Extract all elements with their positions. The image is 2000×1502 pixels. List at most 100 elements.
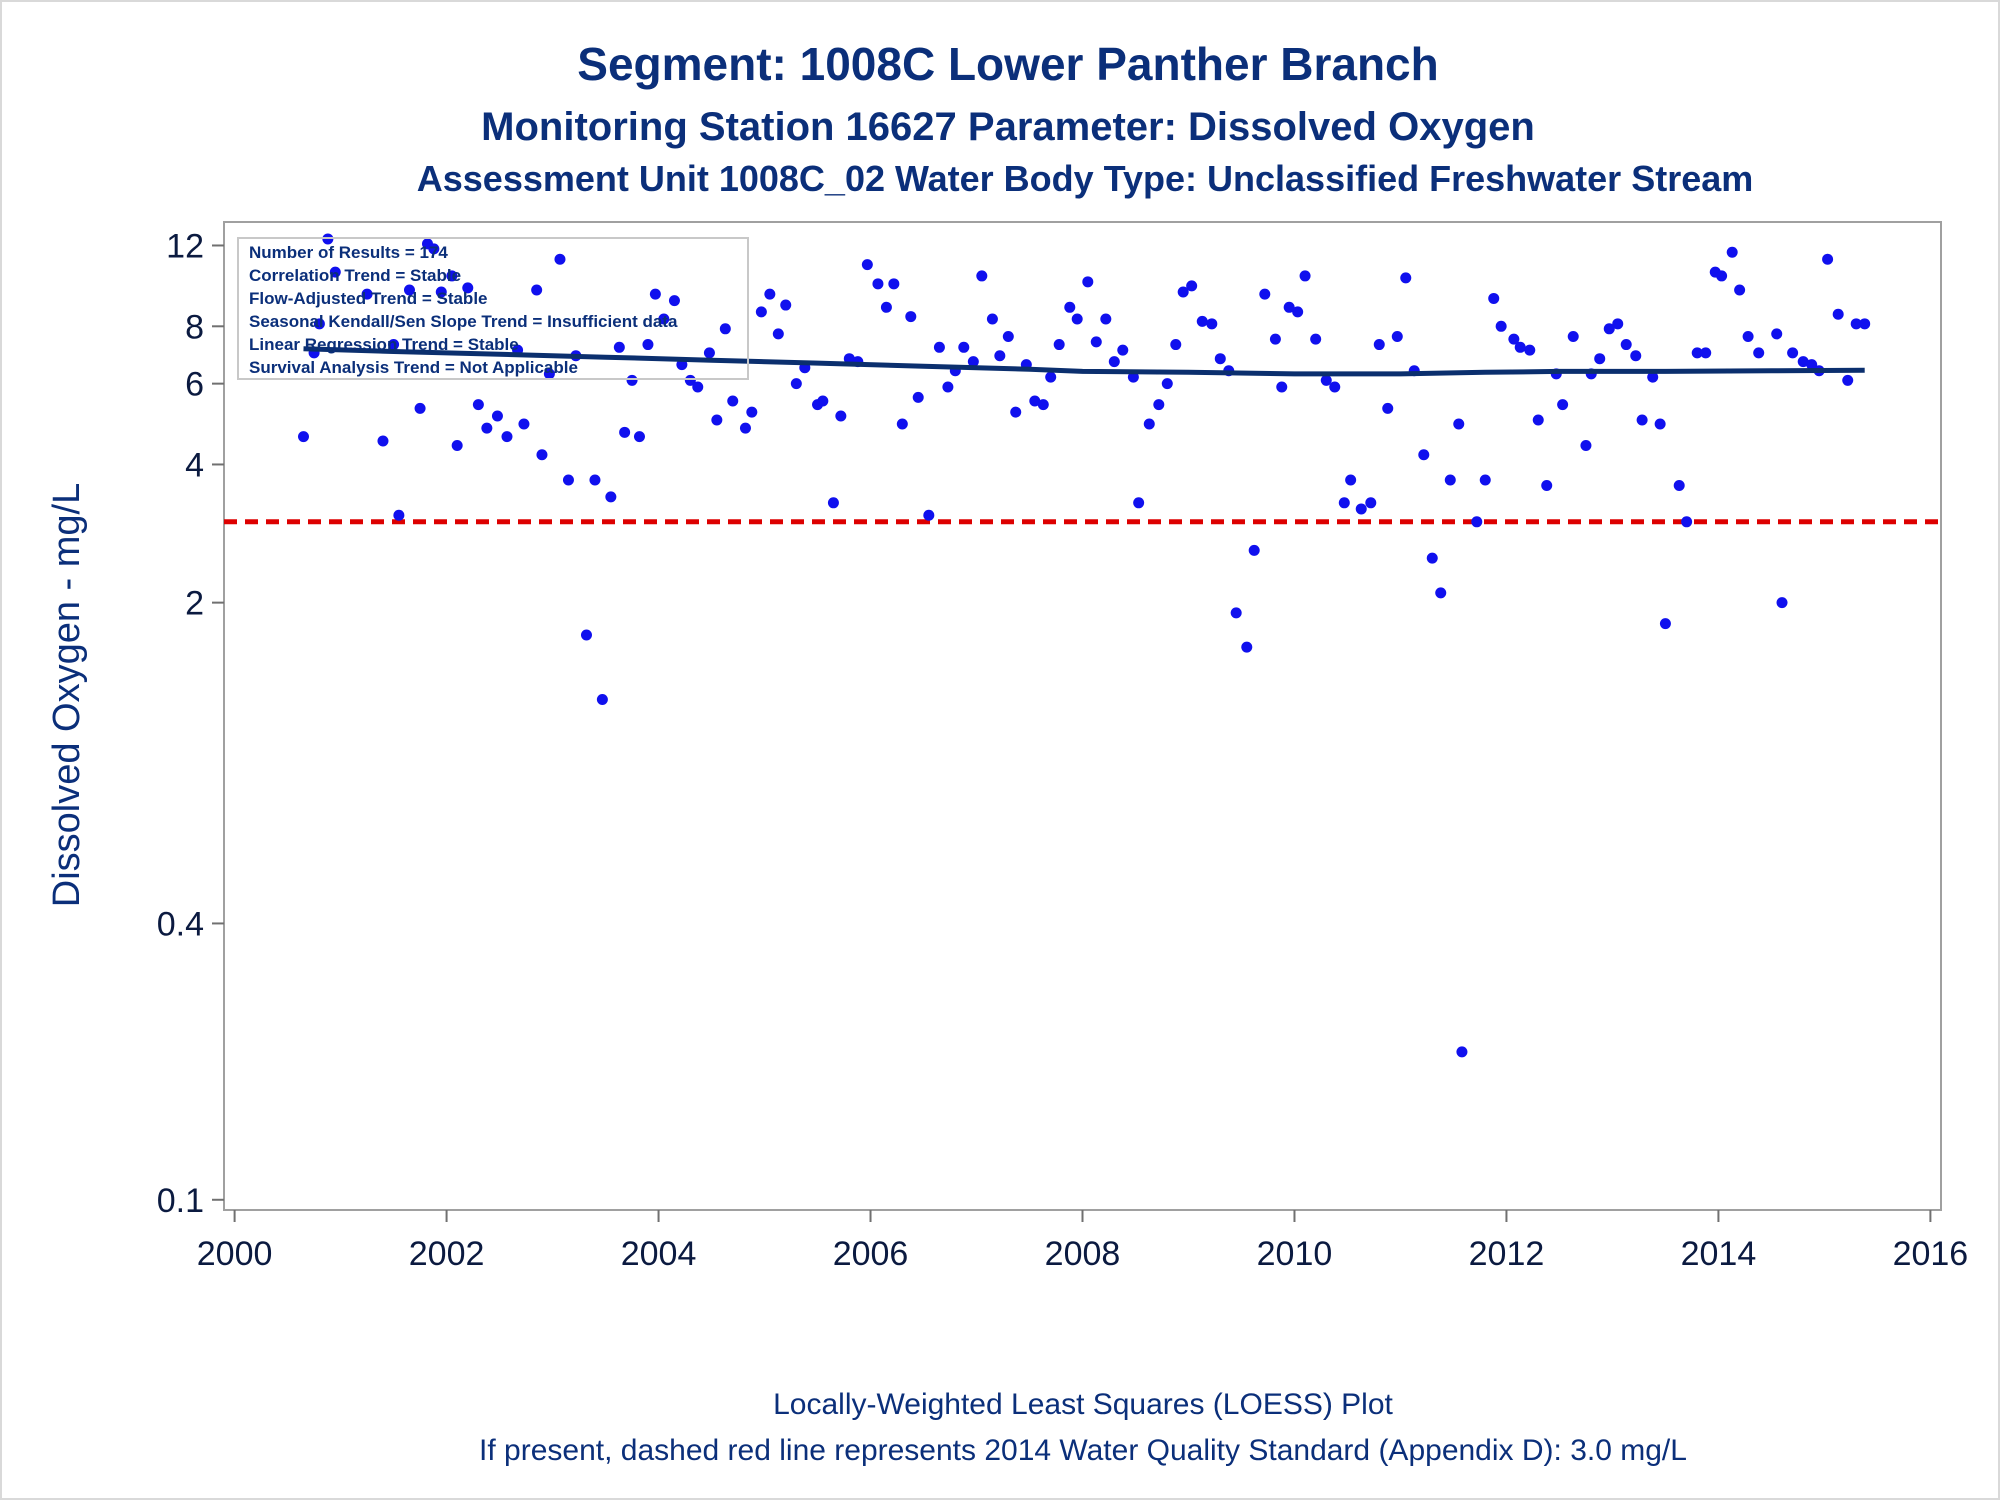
data-point [1612, 318, 1624, 330]
data-point [361, 288, 373, 300]
data-point [719, 323, 731, 335]
y-tick-label: 6 [185, 366, 204, 404]
data-point [994, 350, 1006, 362]
data-point [780, 299, 792, 311]
y-tick-label: 4 [185, 446, 204, 484]
footnote-2: If present, dashed red line represents 2… [479, 1434, 1687, 1467]
data-point [703, 347, 715, 359]
data-point [1355, 503, 1367, 515]
data-point [1488, 292, 1500, 304]
data-point [1859, 318, 1871, 330]
data-point [1259, 288, 1271, 300]
data-point [1620, 339, 1632, 351]
data-point [1524, 344, 1536, 356]
x-tick-label: 2006 [833, 1235, 909, 1273]
chart-subtitle: Monitoring Station 16627 Parameter: Diss… [481, 105, 1535, 149]
stats-line: Linear Regression Trend = Stable [249, 335, 519, 354]
x-tick-label: 2010 [1257, 1235, 1333, 1273]
x-tick-label: 2014 [1681, 1235, 1757, 1273]
data-point [1806, 359, 1818, 371]
data-point [827, 497, 839, 509]
data-point [554, 253, 566, 265]
data-point [1010, 406, 1022, 418]
data-point [1514, 341, 1526, 353]
data-point [1771, 328, 1783, 340]
data-point [649, 288, 661, 300]
data-point [1426, 552, 1438, 564]
data-point [1108, 356, 1120, 368]
data-point [1320, 374, 1332, 386]
stats-box-border [237, 237, 749, 380]
y-tick-label: 8 [185, 308, 204, 346]
y-tick-label: 0.4 [157, 905, 204, 943]
data-point [976, 270, 988, 282]
chart-subtitle-2: Assessment Unit 1008C_02 Water Body Type… [417, 158, 1754, 199]
data-point [518, 418, 530, 430]
x-tick-label: 2002 [409, 1235, 485, 1273]
data-point [1532, 414, 1544, 426]
data-point [967, 356, 979, 368]
data-point [888, 278, 900, 290]
data-point [1471, 516, 1483, 528]
stats-line: Correlation Trend = Stable [249, 266, 461, 285]
data-point [1822, 253, 1834, 265]
data-point [491, 410, 503, 422]
data-point [580, 629, 592, 641]
data-point [739, 422, 751, 434]
y-tick-label: 12 [166, 227, 204, 265]
data-point [388, 339, 400, 351]
data-point [613, 341, 625, 353]
data-point [746, 406, 758, 418]
data-point [1636, 414, 1648, 426]
x-tick-label: 2000 [197, 1235, 273, 1273]
data-point [1161, 378, 1173, 390]
stats-line: Survival Analysis Trend = Not Applicable [249, 358, 578, 377]
data-point [1045, 371, 1057, 383]
data-point [912, 391, 924, 403]
data-point [633, 431, 645, 443]
data-point [684, 374, 696, 386]
data-point [1673, 479, 1685, 491]
data-point [1400, 272, 1412, 284]
data-point [1214, 353, 1226, 365]
data-point [414, 402, 426, 414]
data-point [1329, 381, 1341, 393]
data-point [446, 270, 458, 282]
data-point [1206, 318, 1218, 330]
data-point [1603, 323, 1615, 335]
data-point [692, 381, 704, 393]
stats-line: Flow-Adjusted Trend = Stable [249, 289, 488, 308]
data-point [313, 318, 325, 330]
data-point [1734, 284, 1746, 296]
data-point [1681, 516, 1693, 528]
data-point [1787, 347, 1799, 359]
data-point [589, 474, 601, 486]
data-point [861, 259, 873, 271]
data-point [1842, 374, 1854, 386]
data-point [772, 328, 784, 340]
x-tick-label: 2016 [1893, 1235, 1969, 1273]
data-point [481, 422, 493, 434]
data-point [835, 410, 847, 422]
data-point [1310, 333, 1322, 345]
data-point [896, 418, 908, 430]
data-point [1594, 353, 1606, 365]
data-point [1479, 474, 1491, 486]
data-point [1299, 270, 1311, 282]
data-point [1726, 246, 1738, 258]
data-point [1391, 331, 1403, 343]
data-point [1037, 399, 1049, 411]
data-point [501, 431, 513, 443]
data-point [1630, 350, 1642, 362]
data-point [958, 341, 970, 353]
data-point [658, 313, 670, 325]
data-point [1170, 339, 1182, 351]
stats-box: Number of Results = 174 Correlation Tren… [237, 237, 749, 380]
data-point [329, 266, 341, 278]
data-point [435, 286, 447, 298]
stats-line: Seasonal Kendall/Sen Slope Trend = Insuf… [249, 312, 678, 331]
data-point [1338, 497, 1350, 509]
chart-title: Segment: 1008C Lower Panther Branch [577, 38, 1438, 90]
